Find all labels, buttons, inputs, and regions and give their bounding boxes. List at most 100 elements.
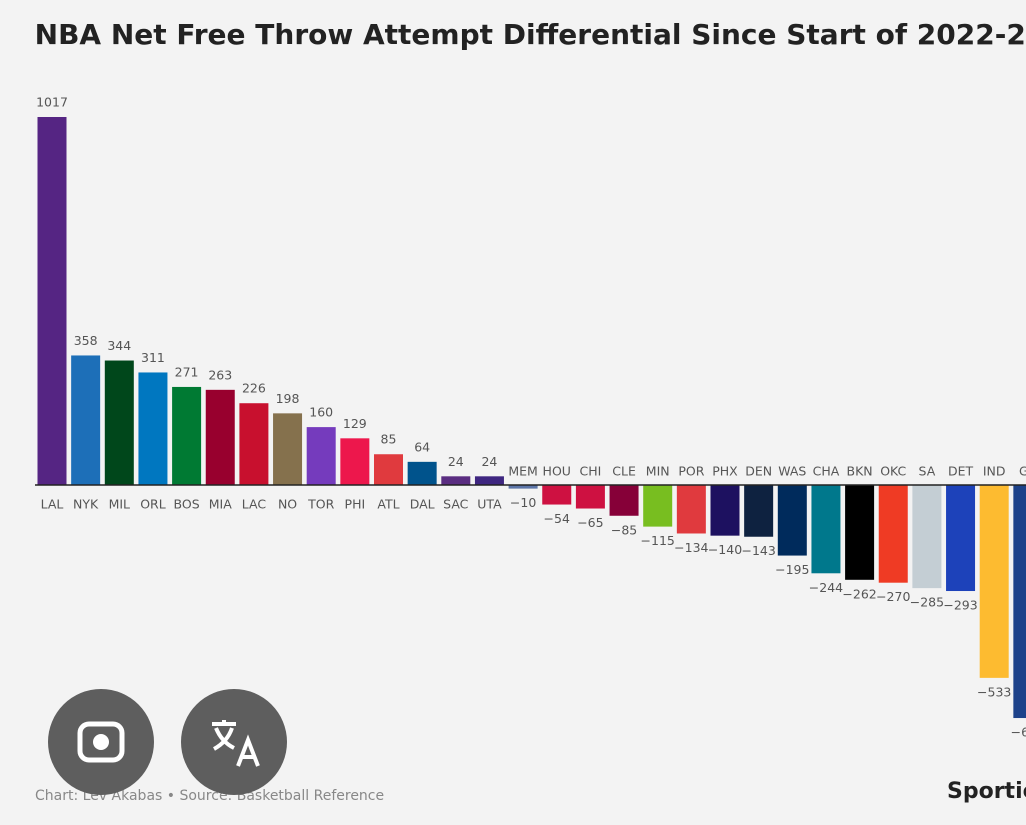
value-label: −262	[842, 586, 876, 601]
value-label: −115	[641, 533, 675, 548]
bar	[946, 485, 976, 592]
x-tick-label: NYK	[73, 497, 99, 512]
x-tick-label: BOS	[174, 497, 200, 512]
bar	[710, 485, 740, 536]
value-label: 311	[141, 350, 165, 365]
value-label: 344	[107, 338, 131, 353]
bar	[104, 360, 134, 485]
bar	[676, 485, 706, 534]
bar	[1013, 485, 1026, 719]
value-label: −54	[544, 511, 570, 526]
x-tick-label: BKN	[847, 464, 873, 479]
bar	[542, 485, 572, 505]
value-label: −244	[809, 580, 843, 595]
x-tick-label: MEM	[508, 464, 537, 479]
value-label: −85	[611, 522, 637, 537]
value-label: 198	[276, 391, 300, 406]
bar	[609, 485, 639, 516]
x-tick-label: CHA	[813, 464, 840, 479]
bar	[811, 485, 841, 574]
value-label: 160	[309, 405, 333, 420]
value-label: 358	[74, 333, 98, 348]
brand-logo: Sportico	[947, 779, 1026, 804]
translate-button[interactable]	[181, 689, 287, 795]
camera-lens	[93, 734, 109, 750]
x-tick-label: SAC	[443, 497, 468, 512]
x-tick-label: SA	[919, 464, 936, 479]
bar	[407, 461, 437, 485]
bar	[777, 485, 807, 556]
value-label: 1017	[36, 95, 68, 110]
value-label: 226	[242, 381, 266, 396]
bar	[744, 485, 774, 537]
value-label: 64	[414, 439, 430, 454]
value-label: 263	[208, 367, 232, 382]
bar	[878, 485, 908, 583]
x-tick-label: TOR	[307, 497, 334, 512]
bar	[643, 485, 673, 527]
bar	[37, 117, 67, 485]
value-label: −143	[741, 543, 775, 558]
value-label: 24	[481, 454, 497, 469]
x-tick-label: DAL	[410, 497, 435, 512]
chart-title: NBA Net Free Throw Attempt Differential …	[35, 18, 1026, 51]
x-tick-label: PHI	[345, 497, 366, 512]
x-tick-label: ATL	[377, 497, 399, 512]
translate-icon	[212, 720, 260, 767]
bar	[172, 386, 202, 485]
bar	[912, 485, 942, 589]
translate-button-bg[interactable]	[181, 689, 287, 795]
source-note: Chart: Lev Akabas • Source: Basketball R…	[35, 788, 384, 804]
bar	[340, 438, 370, 485]
x-tick-label: OKC	[880, 464, 906, 479]
bar	[441, 476, 471, 485]
bar	[508, 485, 538, 489]
camera-icon	[77, 721, 125, 763]
value-label: −195	[775, 562, 809, 577]
value-label: −644	[1011, 725, 1026, 740]
x-tick-label: DEN	[745, 464, 772, 479]
value-label: −270	[876, 589, 910, 604]
value-label: 129	[343, 416, 367, 431]
x-tick-label: UTA	[477, 497, 502, 512]
x-tick-label: LAL	[41, 497, 64, 512]
bar	[306, 427, 336, 485]
x-tick-label: DET	[948, 464, 974, 479]
x-tick-label: IND	[983, 464, 1006, 479]
value-label: 24	[448, 454, 464, 469]
x-tick-label: POR	[678, 464, 704, 479]
value-label: 271	[175, 364, 199, 379]
plot: LAL 1017 NYK 358 MIL 344 ORL 311 BOS 271 MIA 263 LAC…	[35, 95, 1026, 740]
bar	[273, 413, 303, 485]
bar	[71, 355, 101, 485]
value-label: −65	[577, 515, 603, 530]
bar	[474, 476, 504, 485]
bar	[138, 372, 168, 485]
value-label: −293	[943, 598, 977, 613]
bar	[575, 485, 605, 509]
value-label: −140	[708, 542, 742, 557]
value-label: −134	[674, 540, 708, 555]
x-tick-label: ORL	[140, 497, 166, 512]
x-tick-label: PHX	[712, 464, 738, 479]
value-label: −533	[977, 684, 1011, 699]
value-label: −285	[910, 595, 944, 610]
x-tick-label: CLE	[612, 464, 636, 479]
x-tick-label: CHI	[579, 464, 601, 479]
x-tick-label: MIN	[646, 464, 670, 479]
x-tick-label: LAC	[242, 497, 267, 512]
x-tick-label: NO	[278, 497, 297, 512]
value-label: 85	[381, 432, 397, 447]
bar	[979, 485, 1009, 678]
x-tick-label: HOU	[543, 464, 571, 479]
x-tick-label: WAS	[778, 464, 806, 479]
bar	[374, 454, 403, 485]
bar	[205, 389, 235, 485]
value-label: −10	[510, 495, 536, 510]
x-tick-label: GS	[1019, 464, 1026, 479]
lens-button[interactable]	[48, 689, 154, 795]
x-tick-label: MIL	[109, 497, 130, 512]
bar	[845, 485, 875, 580]
